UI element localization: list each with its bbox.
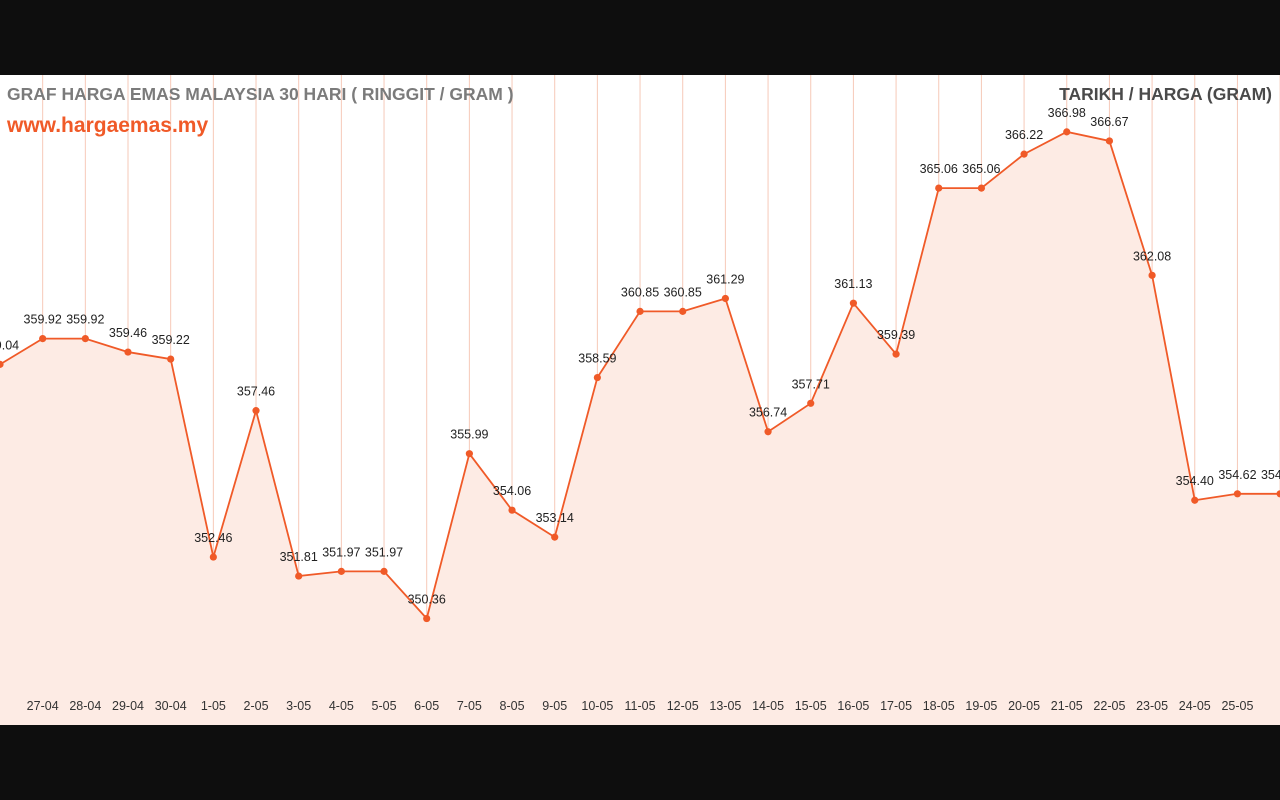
data-label: 351.97 [322, 545, 360, 559]
data-label: 362.08 [1133, 249, 1171, 263]
x-tick-label: 24-05 [1179, 699, 1211, 713]
x-tick-label: 23-05 [1136, 699, 1168, 713]
x-tick-label: 1-05 [201, 699, 226, 713]
data-point[interactable] [636, 307, 644, 315]
data-point[interactable] [1105, 137, 1114, 145]
data-point[interactable] [551, 533, 559, 541]
data-label: 359.92 [66, 313, 104, 327]
data-point[interactable] [1276, 490, 1280, 498]
x-tick-label: 19-05 [965, 699, 997, 713]
data-label: 366.98 [1048, 106, 1086, 120]
data-label: 359.46 [109, 326, 147, 340]
x-tick-label: 20-05 [1008, 699, 1040, 713]
x-tick-label: 27-04 [27, 699, 59, 713]
data-point[interactable] [593, 373, 601, 382]
data-label: 360.85 [664, 285, 702, 299]
data-point[interactable] [39, 334, 47, 343]
price-area-fill [0, 131, 1280, 725]
data-point[interactable] [892, 350, 900, 358]
data-label: 366.67 [1090, 115, 1128, 129]
x-tick-label: 2-05 [244, 699, 269, 713]
data-label: 361.13 [834, 277, 872, 291]
data-label: 357.46 [237, 385, 275, 399]
data-label: 355.99 [450, 428, 488, 442]
chart-area: 359.04 359.92 359.92 359.46 359.22 352.46 357.… [0, 75, 1280, 725]
data-point[interactable] [465, 450, 473, 458]
price-chart: 359.04 359.92 359.92 359.46 359.22 352.46 357.… [0, 75, 1280, 725]
x-tick-label: 8-05 [500, 699, 525, 713]
data-label: 354.62 [1261, 468, 1280, 482]
data-point[interactable] [167, 355, 175, 363]
x-tick-label: 18-05 [923, 699, 955, 713]
x-tick-label: 10-05 [581, 699, 613, 713]
data-label: 354.40 [1176, 474, 1214, 488]
data-label: 359.22 [152, 333, 190, 347]
data-label: 359.04 [0, 338, 19, 352]
x-tick-label: 7-05 [457, 699, 482, 713]
chart-title: GRAF HARGA EMAS MALAYSIA 30 HARI ( RINGG… [7, 84, 514, 104]
data-point[interactable] [209, 553, 217, 561]
data-label: 358.59 [578, 352, 616, 366]
legend-label: TARIKH / HARGA (GRAM) [1059, 84, 1272, 104]
data-label: 366.22 [1005, 128, 1043, 142]
x-tick-label: 15-05 [795, 699, 827, 713]
data-label: 354.06 [493, 484, 531, 498]
x-tick-label: 14-05 [752, 699, 784, 713]
data-label: 352.46 [194, 531, 232, 545]
x-tick-label: 11-05 [625, 699, 656, 713]
x-tick-label: 9-05 [542, 699, 567, 713]
data-point[interactable] [380, 567, 388, 575]
data-label: 356.74 [749, 406, 787, 420]
data-point[interactable] [1063, 128, 1071, 136]
x-tick-label: 21-05 [1051, 699, 1083, 713]
data-label: 354.62 [1218, 468, 1256, 482]
x-tick-label: 25-05 [1221, 699, 1253, 713]
website-link[interactable]: www.hargaemas.my [7, 114, 209, 137]
data-label: 360.85 [621, 285, 659, 299]
data-label: 365.06 [920, 162, 958, 176]
x-tick-label: 4-05 [329, 699, 354, 713]
x-tick-label: 13-05 [709, 699, 741, 713]
data-point[interactable] [849, 299, 858, 307]
data-point[interactable] [295, 572, 303, 580]
x-tick-label: 6-05 [414, 699, 439, 713]
data-point[interactable] [508, 506, 516, 514]
x-tick-label: 30-04 [155, 699, 187, 713]
data-point[interactable] [807, 399, 815, 407]
data-label: 350.36 [408, 593, 446, 607]
data-point[interactable] [337, 567, 345, 575]
data-label: 351.97 [365, 545, 403, 559]
data-point[interactable] [679, 307, 687, 315]
x-tick-label: 12-05 [667, 699, 699, 713]
data-point[interactable] [935, 184, 943, 192]
x-tick-label: 16-05 [837, 699, 869, 713]
data-label: 359.39 [877, 328, 915, 342]
data-point[interactable] [977, 184, 986, 192]
data-label: 361.29 [706, 272, 744, 286]
x-tick-label: 28-04 [69, 699, 101, 713]
data-point[interactable] [1148, 271, 1156, 279]
x-tick-label: 22-05 [1093, 699, 1125, 713]
data-point[interactable] [1191, 496, 1199, 504]
data-point[interactable] [721, 294, 729, 303]
data-label: 359.92 [24, 313, 62, 327]
data-label: 353.14 [536, 511, 574, 525]
data-point[interactable] [0, 360, 4, 368]
data-label: 365.06 [962, 162, 1000, 176]
x-tick-label: 5-05 [372, 699, 397, 713]
data-point[interactable] [764, 428, 772, 436]
data-point[interactable] [1233, 490, 1242, 498]
data-point[interactable] [1020, 150, 1028, 158]
data-label: 351.81 [280, 550, 318, 564]
data-point[interactable] [423, 614, 431, 623]
x-tick-label: 29-04 [112, 699, 144, 713]
data-point[interactable] [124, 348, 132, 356]
data-point[interactable] [81, 334, 89, 343]
x-tick-label: 3-05 [286, 699, 311, 713]
data-label: 357.71 [792, 377, 830, 391]
x-tick-label: 17-05 [880, 699, 912, 713]
data-point[interactable] [252, 407, 260, 415]
